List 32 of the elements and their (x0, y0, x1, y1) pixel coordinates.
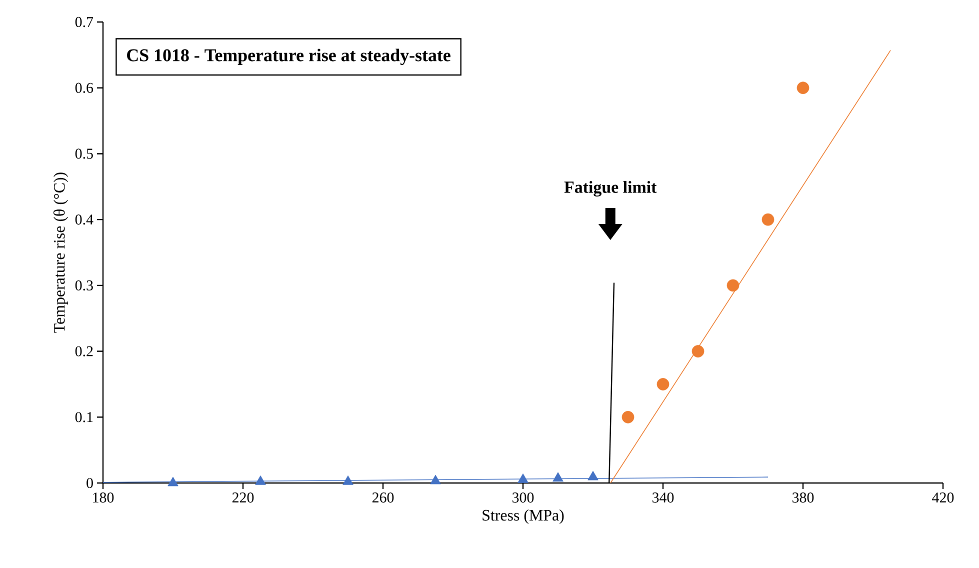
annotation: Fatigue limit (564, 181, 657, 196)
x-tick-label: 300 (512, 492, 534, 503)
point (656, 378, 670, 390)
x-tick-label: 260 (372, 492, 394, 503)
point (168, 476, 178, 486)
x-tick-label: 340 (652, 492, 674, 503)
point (796, 82, 810, 94)
x-tick-label: 180 (93, 492, 114, 503)
point (726, 279, 740, 292)
x-tick-label: 420 (932, 492, 954, 503)
point (588, 470, 598, 480)
y-tick-label: 0.2 (75, 346, 93, 356)
y-tick-label: 0.5 (75, 148, 93, 159)
y-tick-label: 0.7 (75, 16, 94, 28)
y-axis-title: Temperature rise (θ (°C)) (53, 172, 68, 333)
point (255, 476, 266, 485)
text: CS 1018 - Temperature rise at steady-state (127, 48, 450, 66)
y-tick-label: 0.1 (75, 412, 93, 422)
y-tick-label: 0 (86, 478, 93, 488)
x-tick-label: 220 (232, 492, 254, 503)
point (762, 213, 774, 226)
y-tick-label: 0.4 (75, 214, 94, 225)
point (552, 472, 564, 482)
x-tick-label: 380 (792, 492, 814, 503)
point (692, 345, 704, 358)
y-tick-label: 0.3 (75, 280, 93, 291)
x-axis-title: Stress (MPa) (482, 509, 564, 524)
point (430, 474, 441, 484)
point (622, 410, 634, 424)
point (342, 476, 354, 485)
point (518, 474, 528, 483)
y-tick-label: 0.6 (75, 82, 94, 93)
